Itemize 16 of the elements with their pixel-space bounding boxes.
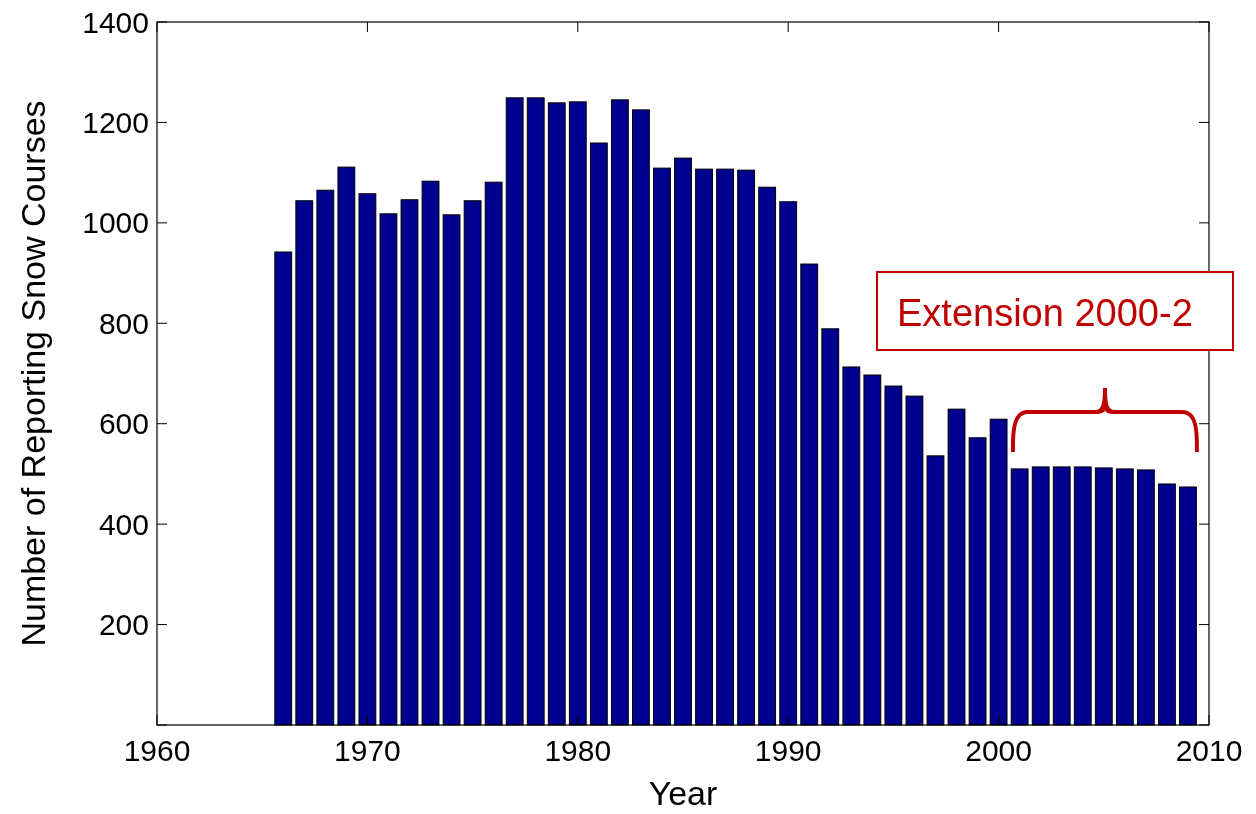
x-tick-label: 1990 bbox=[754, 734, 822, 767]
y-tick-label: 800 bbox=[98, 306, 149, 340]
y-tick-label: 1200 bbox=[82, 105, 149, 139]
y-axis-title: Number of Reporting Snow Courses bbox=[14, 100, 52, 647]
x-tick-label: 1980 bbox=[544, 734, 612, 767]
y-tick-label: 400 bbox=[98, 507, 149, 541]
x-tick-label: 1970 bbox=[334, 734, 401, 767]
y-tick-label: 600 bbox=[98, 407, 149, 441]
x-tick-label: 2000 bbox=[965, 734, 1032, 767]
annotation: Extension 2000-2 bbox=[897, 292, 1193, 334]
x-tick-label: 2010 bbox=[1175, 734, 1243, 767]
y-tick-label: 200 bbox=[98, 608, 149, 642]
y-tick-label: 1400 bbox=[82, 5, 149, 39]
y-tick-label: 1000 bbox=[82, 206, 149, 240]
x-axis-title: Year bbox=[648, 774, 718, 812]
x-tick-label: 1960 bbox=[123, 734, 191, 767]
